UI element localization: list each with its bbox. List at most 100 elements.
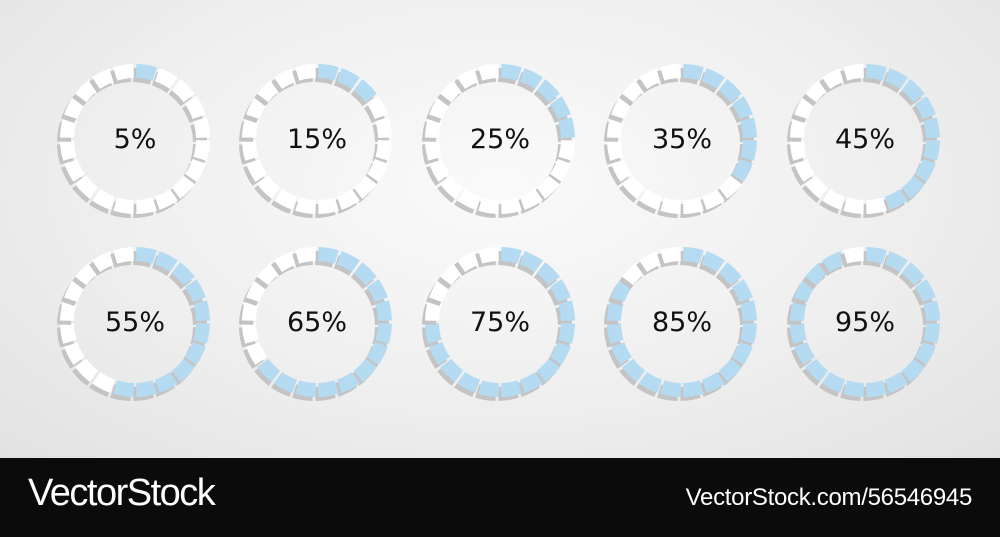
ring-segment-filled bbox=[353, 262, 377, 286]
ring-segment-empty bbox=[660, 197, 681, 214]
ring-segment-filled bbox=[732, 341, 753, 365]
ring-segment-empty bbox=[790, 140, 807, 161]
ring-segment-filled bbox=[923, 140, 940, 161]
ring-segment-filled bbox=[822, 251, 846, 272]
brand-logo: VectorStock bbox=[28, 472, 216, 514]
ring-segment-filled bbox=[805, 358, 829, 382]
ring-segment-empty bbox=[171, 175, 195, 199]
ring-segment-filled bbox=[794, 341, 815, 365]
ring-segment-empty bbox=[75, 175, 99, 199]
ring-segment-empty bbox=[607, 140, 624, 161]
ring-segment-filled bbox=[171, 358, 195, 382]
ring-segment-empty bbox=[375, 117, 392, 138]
ring-segment-filled bbox=[336, 372, 360, 393]
ring-segment-empty bbox=[478, 64, 499, 81]
ring-segment-empty bbox=[639, 251, 663, 272]
ring-segment-empty bbox=[622, 175, 646, 199]
progress-ring-6: 55% bbox=[57, 247, 210, 401]
progress-ring-1: 5% bbox=[57, 64, 210, 218]
ring-segment-filled bbox=[701, 372, 725, 393]
ring-segment-empty bbox=[92, 68, 116, 89]
ring-segment-empty bbox=[429, 158, 450, 182]
ring-segment-empty bbox=[60, 323, 77, 344]
ring-segment-filled bbox=[336, 251, 360, 272]
ring-segment-empty bbox=[336, 189, 360, 210]
ring-segment-filled bbox=[901, 175, 925, 199]
ring-segment-filled bbox=[866, 247, 887, 264]
ring-segment-filled bbox=[901, 79, 925, 103]
ring-segment-filled bbox=[683, 247, 704, 264]
ring-segment-filled bbox=[901, 358, 925, 382]
ring-segment-empty bbox=[501, 197, 522, 214]
ring-segment-empty bbox=[136, 197, 157, 214]
ring-segment-empty bbox=[274, 68, 298, 89]
ring-segment-filled bbox=[790, 323, 807, 344]
ring-segment-filled bbox=[154, 372, 178, 393]
ring-segment-filled bbox=[622, 358, 646, 382]
ring-segment-empty bbox=[822, 189, 846, 210]
ring-segment-filled bbox=[701, 251, 725, 272]
ring-segment-empty bbox=[683, 197, 704, 214]
ring-segment-empty bbox=[550, 158, 571, 182]
ring-segment-empty bbox=[843, 247, 864, 264]
progress-ring-3: 25% bbox=[422, 64, 575, 218]
ring-segment-empty bbox=[193, 117, 210, 138]
ring-segment-empty bbox=[639, 189, 663, 210]
ring-segment-filled bbox=[440, 358, 464, 382]
ring-segment-filled bbox=[740, 323, 757, 344]
ring-segment-filled bbox=[866, 380, 887, 397]
ring-segment-filled bbox=[257, 358, 281, 382]
ring-segment-empty bbox=[75, 358, 99, 382]
ring-segment-filled bbox=[923, 323, 940, 344]
ring-segment-filled bbox=[915, 341, 936, 365]
ring-segment-filled bbox=[429, 341, 450, 365]
stock-id: VectorStock.com/56546945 bbox=[685, 484, 973, 511]
ring-segment-filled bbox=[501, 64, 522, 81]
ring-segment-filled bbox=[550, 96, 571, 120]
ring-segment-empty bbox=[154, 189, 178, 210]
ring-segment-empty bbox=[843, 197, 864, 214]
ring-segment-empty bbox=[295, 247, 316, 264]
ring-segment-empty bbox=[794, 158, 815, 182]
ring-segment-empty bbox=[318, 197, 339, 214]
ring-segment-filled bbox=[375, 323, 392, 344]
ring-segment-filled bbox=[901, 262, 925, 286]
ring-segment-filled bbox=[607, 323, 624, 344]
ring-segment-empty bbox=[701, 189, 725, 210]
ring-segment-filled bbox=[732, 96, 753, 120]
ring-segment-empty bbox=[171, 79, 195, 103]
ring-segment-filled bbox=[639, 372, 663, 393]
ring-segment-filled bbox=[478, 380, 499, 397]
ring-segment-filled bbox=[843, 380, 864, 397]
ring-segment-empty bbox=[457, 251, 481, 272]
progress-ring-10: 95% bbox=[787, 247, 940, 401]
ring-segment-empty bbox=[185, 96, 206, 120]
ring-segment-empty bbox=[660, 64, 681, 81]
ring-segment-empty bbox=[295, 64, 316, 81]
ring-percent-label: 35% bbox=[652, 124, 712, 155]
ring-segment-empty bbox=[92, 372, 116, 393]
ring-segment-filled bbox=[136, 64, 157, 81]
ring-segment-empty bbox=[64, 341, 85, 365]
ring-segment-filled bbox=[185, 279, 206, 303]
progress-rings: 5% 15% 25% 35% 45% 55% 65% 75% 85% 95% bbox=[57, 64, 940, 401]
ring-segment-filled bbox=[884, 68, 908, 89]
ring-segment-filled bbox=[866, 64, 887, 81]
ring-segment-filled bbox=[884, 189, 908, 210]
ring-segment-filled bbox=[193, 300, 210, 321]
ring-segment-filled bbox=[732, 279, 753, 303]
ring-percent-label: 55% bbox=[105, 307, 165, 338]
ring-percent-label: 25% bbox=[470, 124, 530, 155]
ring-segment-filled bbox=[318, 64, 339, 81]
ring-segment-filled bbox=[318, 247, 339, 264]
ring-segment-filled bbox=[915, 279, 936, 303]
ring-segment-filled bbox=[318, 380, 339, 397]
ring-segment-empty bbox=[558, 140, 575, 161]
ring-segment-empty bbox=[295, 197, 316, 214]
ring-segment-empty bbox=[805, 175, 829, 199]
ring-segment-empty bbox=[60, 140, 77, 161]
ring-segment-filled bbox=[701, 68, 725, 89]
ring-segment-filled bbox=[558, 117, 575, 138]
ring-segment-empty bbox=[718, 175, 742, 199]
ring-segment-empty bbox=[64, 158, 85, 182]
